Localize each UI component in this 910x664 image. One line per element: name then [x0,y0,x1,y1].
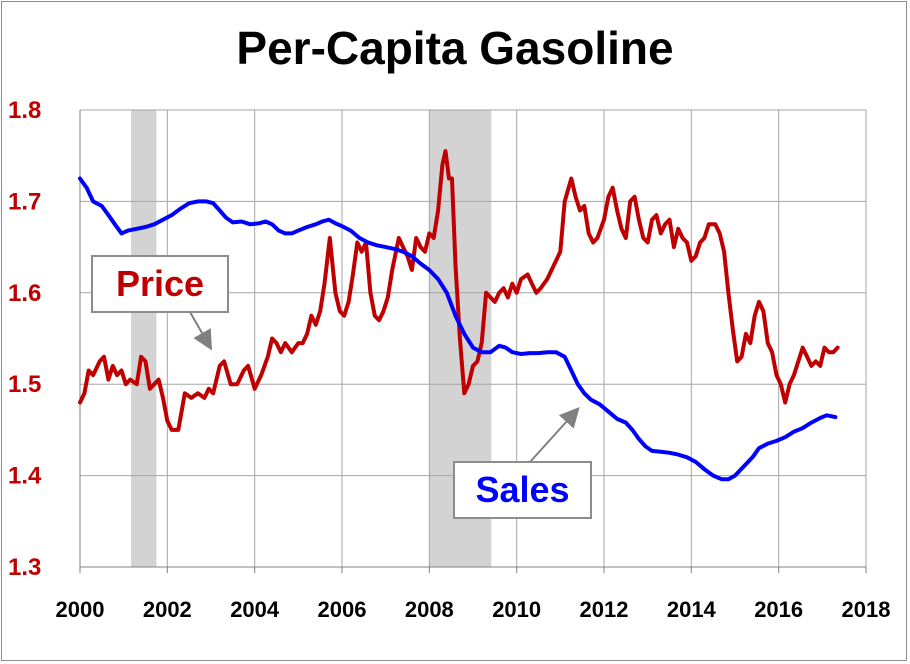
chart-title: Per-Capita Gasoline [236,22,673,74]
callout-box-price [91,255,229,313]
series-line-sales [78,176,838,482]
x-tick-label: 2018 [842,597,891,622]
y-tick-label: 1.5 [8,371,41,398]
x-tick-label: 2002 [143,597,192,622]
x-tick-label: 2006 [318,597,367,622]
callout-arrow-price [189,311,212,351]
x-tick-label: 2000 [56,597,105,622]
recession-bands [131,110,492,567]
grid-lines [79,109,867,573]
callout-box-sales [453,461,592,519]
x-axis-ticks: 2000 2002 2004 2006 2008 2010 2012 2014 2016 2018 [56,597,891,622]
y-tick-label: 1.4 [8,463,42,490]
callout-label-price: Price [116,263,204,304]
x-tick-label: 2004 [230,597,280,622]
x-tick-label: 2010 [492,597,541,622]
x-tick-label: 2012 [580,597,629,622]
series-lines [78,149,840,482]
y-tick-label: 1.7 [8,188,41,215]
x-tick-label: 2016 [754,597,803,622]
callout-arrow-sales [529,407,580,463]
callout-label-sales: Sales [475,469,569,510]
y-tick-label: 1.3 [8,554,41,581]
y-axis-ticks: 1.3 1.4 1.5 1.6 1.7 1.8 [8,97,42,581]
y-tick-label: 1.8 [8,97,41,124]
y-tick-label: 1.6 [8,280,41,307]
x-tick-label: 2014 [667,597,717,622]
recession-band-0 [131,110,157,567]
callouts: Price Sales [91,255,592,519]
series-line-price [78,149,840,432]
x-tick-label: 2008 [405,597,454,622]
